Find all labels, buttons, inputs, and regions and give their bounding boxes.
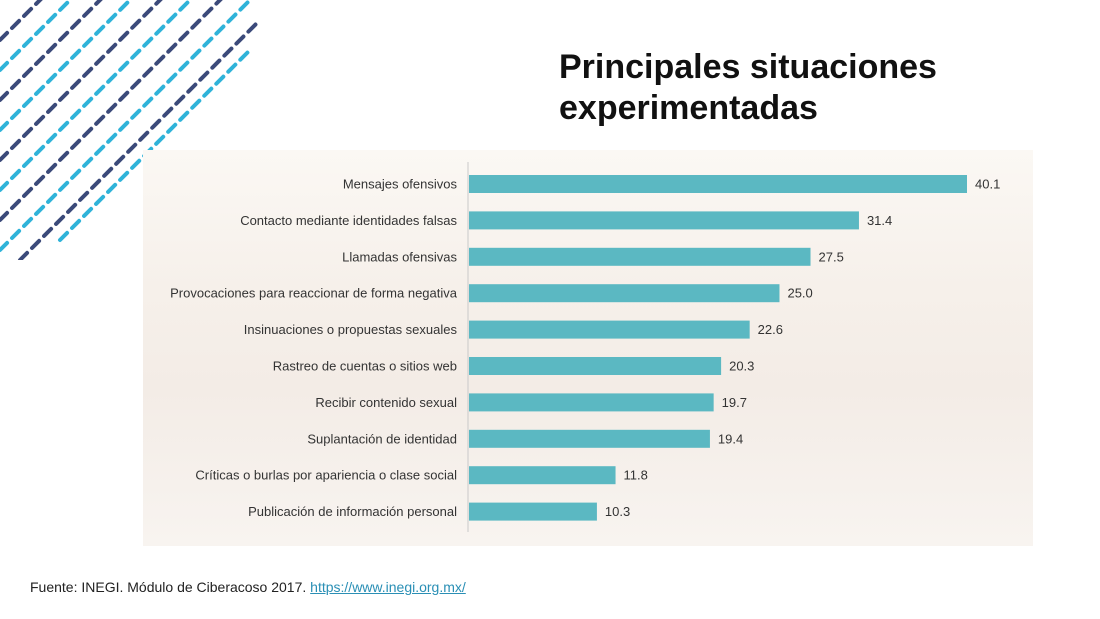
source-footer: Fuente: INEGI. Módulo de Ciberacoso 2017… bbox=[30, 579, 466, 595]
decorative-stripe bbox=[58, 48, 252, 242]
chart-panel: Mensajes ofensivos 40.1 Contacto mediante … bbox=[143, 150, 1033, 546]
slide-title: Principales situaciones experimentadas bbox=[559, 47, 1079, 129]
title-line-1: Principales situaciones bbox=[559, 48, 937, 86]
category-label: Mensajes ofensivos bbox=[343, 177, 458, 192]
category-label: Contacto mediante identidades falsas bbox=[240, 213, 457, 228]
source-link[interactable]: https://www.inegi.org.mx/ bbox=[310, 579, 466, 595]
decorative-stripes bbox=[0, 0, 260, 260]
decorative-stripe bbox=[18, 18, 260, 260]
category-label: Críticas o burlas por apariencia o clase… bbox=[195, 468, 457, 483]
decorative-stripe bbox=[0, 0, 43, 42]
value-label: 20.3 bbox=[729, 359, 754, 374]
decorative-stripe bbox=[0, 0, 223, 222]
value-label: 31.4 bbox=[867, 213, 892, 228]
decorative-stripe bbox=[0, 0, 253, 252]
category-label: Publicación de información personal bbox=[248, 504, 457, 519]
bar bbox=[469, 393, 714, 412]
decorative-stripe bbox=[0, 0, 193, 192]
bar bbox=[469, 284, 780, 303]
value-label: 19.7 bbox=[722, 395, 747, 410]
bar bbox=[469, 502, 597, 521]
value-label: 11.8 bbox=[624, 468, 648, 483]
category-label: Suplantación de identidad bbox=[307, 431, 457, 446]
title-line-2: experimentadas bbox=[559, 89, 818, 127]
decorative-stripe bbox=[0, 0, 73, 72]
bar bbox=[469, 247, 811, 266]
decorative-stripe bbox=[0, 0, 133, 132]
bar bbox=[469, 357, 722, 375]
value-label: 25.0 bbox=[787, 286, 812, 301]
value-label: 40.1 bbox=[975, 177, 1000, 192]
bar bbox=[469, 320, 750, 339]
decorative-stripe bbox=[0, 0, 103, 102]
value-label: 27.5 bbox=[819, 249, 844, 264]
category-label: Recibir contenido sexual bbox=[315, 395, 457, 410]
bar-chart: Mensajes ofensivos 40.1 Contacto mediante … bbox=[170, 162, 1000, 532]
bar bbox=[469, 175, 967, 193]
category-label: Llamadas ofensivas bbox=[342, 249, 457, 264]
bar bbox=[469, 429, 710, 448]
source-text: Fuente: INEGI. Módulo de Ciberacoso 2017… bbox=[30, 579, 307, 595]
bar bbox=[469, 211, 859, 230]
category-label: Rastreo de cuentas o sitios web bbox=[273, 359, 457, 374]
decorative-stripe bbox=[0, 0, 163, 162]
value-label: 19.4 bbox=[718, 431, 743, 446]
value-label: 22.6 bbox=[758, 322, 783, 337]
value-label: 10.3 bbox=[605, 504, 630, 519]
category-label: Provocaciones para reaccionar de forma n… bbox=[170, 286, 458, 301]
bar bbox=[469, 466, 616, 485]
category-label: Insinuaciones o propuestas sexuales bbox=[244, 322, 458, 337]
